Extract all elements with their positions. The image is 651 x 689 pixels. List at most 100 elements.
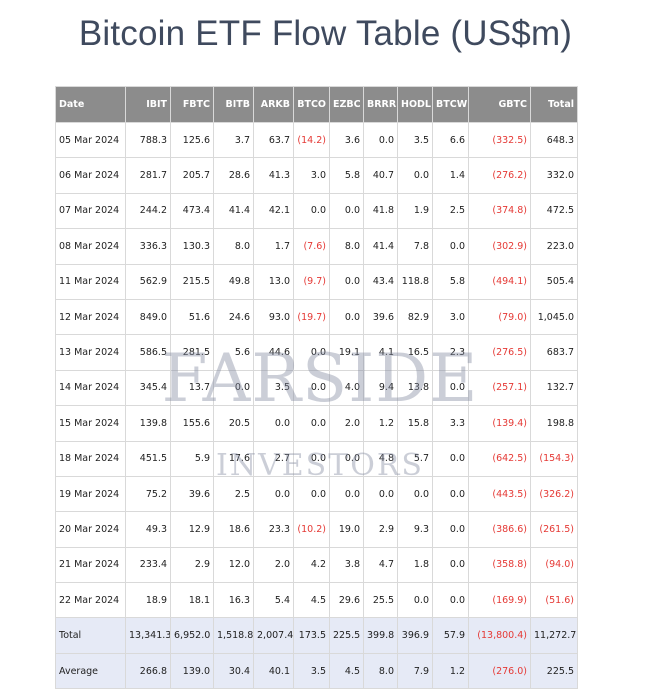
value-cell: 0.0 (432, 369, 469, 407)
table-row: 05 Mar 2024 788.3 125.6 3.7 63.7 (14.2) 3.6 0.0… (55, 121, 578, 159)
value-cell: 139.0 (170, 652, 214, 689)
value-cell: 0.0 (363, 121, 398, 159)
value-cell: 0.0 (293, 192, 330, 230)
table-row: 22 Mar 2024 18.9 18.1 16.3 5.4 4.5 29.6 25.5 0.0… (55, 582, 578, 619)
value-cell: 173.5 (293, 617, 330, 654)
column-header: ARKB (253, 86, 294, 123)
value-cell: 2.3 (432, 334, 469, 371)
value-cell: 0.0 (432, 475, 469, 513)
value-cell: 683.7 (530, 334, 578, 371)
value-cell: 7.8 (397, 228, 433, 265)
header-row: Date IBIT FBTC BITB ARKB BTCO EZBC BRRR HODL BTCW… (55, 86, 578, 123)
value-cell: 9.3 (397, 511, 433, 548)
value-cell: 198.8 (530, 405, 578, 442)
value-cell: 0.0 (213, 369, 254, 407)
value-cell: 25.5 (363, 582, 398, 619)
date-cell: 12 Mar 2024 (55, 298, 126, 336)
value-cell: 12.9 (170, 511, 214, 548)
value-cell: 6,952.0 (170, 617, 214, 654)
value-cell: 849.0 (125, 298, 171, 336)
value-cell: 49.8 (213, 263, 254, 300)
table-row: 11 Mar 2024 562.9 215.5 49.8 13.0 (9.7) 0.0 43.… (55, 263, 578, 300)
value-cell: 3.0 (432, 298, 469, 336)
value-cell: 41.3 (253, 157, 294, 194)
value-cell: 0.0 (329, 192, 364, 230)
value-cell: (257.1) (468, 369, 531, 407)
value-cell: 5.6 (213, 334, 254, 371)
date-cell: 18 Mar 2024 (55, 440, 126, 477)
summary-row: Average 266.8 139.0 30.4 40.1 3.5 4.5 8.0 7.9 1.2… (55, 652, 578, 689)
value-cell: (332.5) (468, 121, 531, 159)
value-cell: 139.8 (125, 405, 171, 442)
value-cell: 40.1 (253, 652, 294, 689)
value-cell: 0.0 (432, 546, 469, 584)
date-cell: 15 Mar 2024 (55, 405, 126, 442)
value-cell: 0.0 (329, 263, 364, 300)
value-cell: 5.9 (170, 440, 214, 477)
value-cell: 223.0 (530, 228, 578, 265)
value-cell: (302.9) (468, 228, 531, 265)
value-cell: 3.5 (397, 121, 433, 159)
value-cell: 43.4 (363, 263, 398, 300)
value-cell: 3.0 (293, 157, 330, 194)
date-cell: Total (55, 617, 126, 654)
value-cell: (19.7) (293, 298, 330, 336)
value-cell: 788.3 (125, 121, 171, 159)
value-cell: 4.2 (293, 546, 330, 584)
value-cell: 2,007.4 (253, 617, 294, 654)
table-row: 06 Mar 2024 281.7 205.7 28.6 41.3 3.0 5.8 40.7 0… (55, 157, 578, 194)
value-cell: (642.5) (468, 440, 531, 477)
value-cell: 8.0 (329, 228, 364, 265)
value-cell: 19.1 (329, 334, 364, 371)
table-row: 12 Mar 2024 849.0 51.6 24.6 93.0 (19.7) 0.0 39.… (55, 298, 578, 336)
value-cell: (326.2) (530, 475, 578, 513)
table-row: 18 Mar 2024 451.5 5.9 17.6 2.7 0.0 0.0 4.8 5.7 0.… (55, 440, 578, 477)
date-cell: Average (55, 652, 126, 689)
value-cell: 8.0 (213, 228, 254, 265)
value-cell: 41.4 (213, 192, 254, 230)
value-cell: 2.7 (253, 440, 294, 477)
value-cell: 472.5 (530, 192, 578, 230)
value-cell: 4.1 (363, 334, 398, 371)
value-cell: 3.6 (329, 121, 364, 159)
value-cell: 17.6 (213, 440, 254, 477)
value-cell: (374.8) (468, 192, 531, 230)
value-cell: (94.0) (530, 546, 578, 584)
value-cell: 93.0 (253, 298, 294, 336)
table-row: 20 Mar 2024 49.3 12.9 18.6 23.3 (10.2) 19.0 2.9… (55, 511, 578, 548)
value-cell: (169.9) (468, 582, 531, 619)
value-cell: 29.6 (329, 582, 364, 619)
table-row: 13 Mar 2024 586.5 281.5 5.6 44.6 0.0 19.1 4.1 16… (55, 334, 578, 371)
value-cell: (261.5) (530, 511, 578, 548)
value-cell: 0.0 (293, 334, 330, 371)
etf-flow-table: Date IBIT FBTC BITB ARKB BTCO EZBC BRRR HODL BTCW… (55, 86, 578, 689)
value-cell: 13,341.3 (125, 617, 171, 654)
value-cell: 3.3 (432, 405, 469, 442)
value-cell: 1.2 (363, 405, 398, 442)
value-cell: (14.2) (293, 121, 330, 159)
value-cell: (154.3) (530, 440, 578, 477)
value-cell: 336.3 (125, 228, 171, 265)
value-cell: (10.2) (293, 511, 330, 548)
value-cell: 396.9 (397, 617, 433, 654)
value-cell: 0.0 (432, 582, 469, 619)
value-cell: 0.0 (293, 440, 330, 477)
value-cell: 562.9 (125, 263, 171, 300)
value-cell: 2.9 (363, 511, 398, 548)
value-cell: 505.4 (530, 263, 578, 300)
value-cell: (358.8) (468, 546, 531, 584)
value-cell: 23.3 (253, 511, 294, 548)
value-cell: 24.6 (213, 298, 254, 336)
value-cell: 13.8 (397, 369, 433, 407)
value-cell: 233.4 (125, 546, 171, 584)
value-cell: 281.7 (125, 157, 171, 194)
value-cell: 13.7 (170, 369, 214, 407)
value-cell: 155.6 (170, 405, 214, 442)
value-cell: 30.4 (213, 652, 254, 689)
value-cell: 266.8 (125, 652, 171, 689)
date-cell: 08 Mar 2024 (55, 228, 126, 265)
value-cell: 1.9 (397, 192, 433, 230)
table-body: 05 Mar 2024 788.3 125.6 3.7 63.7 (14.2) 3.6 0.0… (55, 121, 578, 689)
date-cell: 11 Mar 2024 (55, 263, 126, 300)
value-cell: 51.6 (170, 298, 214, 336)
